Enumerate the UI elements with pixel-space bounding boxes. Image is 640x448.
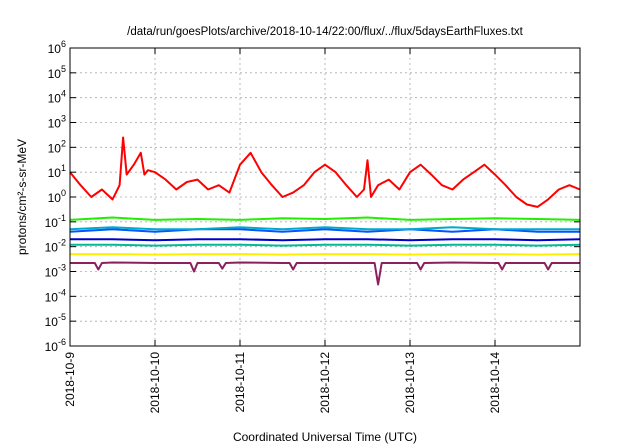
y-tick-label: 10-6 bbox=[45, 337, 66, 354]
series-line-7 bbox=[70, 253, 581, 256]
y-tick-label: 104 bbox=[48, 89, 66, 106]
series-line-5 bbox=[70, 238, 581, 242]
series-line-2 bbox=[69, 216, 581, 221]
x-tick-label: 2018-10-9 bbox=[63, 352, 77, 407]
y-tick-label: 101 bbox=[48, 163, 66, 180]
x-tick-label: 2018-10-13 bbox=[403, 352, 417, 414]
y-axis-label: protons/cm²-s-sr-MeV bbox=[15, 139, 29, 255]
x-axis-ticks: 2018-10-9 2018-10-10 2018-10-11 2018-10-12 2… bbox=[63, 48, 502, 413]
y-tick-label: 10-1 bbox=[45, 213, 66, 230]
y-tick-label: 10-4 bbox=[45, 287, 66, 304]
x-tick-label: 2018-10-11 bbox=[233, 352, 247, 413]
y-tick-label: 10-3 bbox=[45, 263, 66, 280]
y-tick-label: 106 bbox=[48, 39, 66, 56]
chart-title: /data/run/goesPlots/archive/2018-10-14/2… bbox=[127, 26, 523, 38]
x-axis-label: Coordinated Universal Time (UTC) bbox=[233, 430, 417, 444]
y-axis-ticks: 10-6 10-5 10-4 10-3 10-2 10-1 100 101 102 103 104 1… bbox=[45, 39, 580, 354]
y-tick-label: 100 bbox=[48, 188, 66, 205]
grid bbox=[70, 48, 580, 346]
data-series bbox=[69, 136, 581, 286]
x-tick-label: 2018-10-12 bbox=[318, 352, 332, 414]
series-line-3 bbox=[69, 226, 580, 231]
y-tick-label: 103 bbox=[48, 114, 66, 131]
y-tick-label: 10-5 bbox=[45, 312, 66, 329]
y-tick-label: 102 bbox=[48, 138, 66, 155]
x-tick-label: 2018-10-10 bbox=[148, 352, 162, 414]
y-tick-label: 10-2 bbox=[45, 238, 66, 255]
series-line-1 bbox=[69, 136, 581, 208]
series-line-6 bbox=[70, 243, 581, 247]
x-tick-label: 2018-10-14 bbox=[488, 352, 502, 414]
series-line-8 bbox=[70, 261, 580, 286]
y-tick-label: 105 bbox=[48, 64, 66, 81]
